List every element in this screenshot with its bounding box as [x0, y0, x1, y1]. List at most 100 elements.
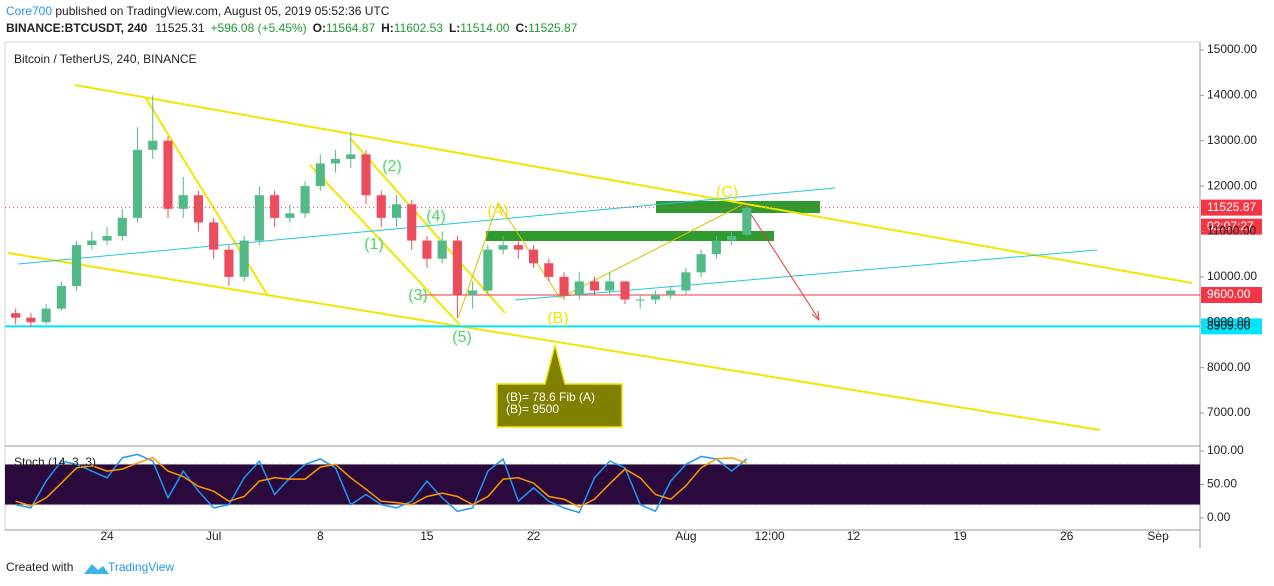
- candle-body: [163, 140, 173, 209]
- price-label: 9600.00: [1207, 287, 1251, 301]
- y-tick-label: 9000.00: [1207, 314, 1251, 328]
- candle-body: [483, 249, 493, 291]
- ohlc-label: O:: [313, 21, 326, 35]
- trend-line: [309, 164, 461, 326]
- x-tick-label: 22: [527, 529, 541, 543]
- wave-label: (2): [382, 158, 402, 175]
- candle-body: [72, 245, 82, 286]
- chart-title: Bitcoin / TetherUS, 240, BINANCE: [14, 52, 197, 66]
- candle-body: [727, 236, 737, 241]
- candle-body: [11, 313, 21, 318]
- symbol: BINANCE:BTCUSDT, 240: [6, 21, 148, 35]
- y-tick-label: 14000.00: [1207, 88, 1257, 102]
- y-tick-label: 13000.00: [1207, 133, 1257, 147]
- publisher[interactable]: Core700: [6, 4, 52, 18]
- countdown: 02:07:27: [1207, 219, 1254, 233]
- change: +596.08 (+5.45%): [211, 21, 307, 35]
- wave-label: (4): [426, 208, 446, 225]
- candle-body: [330, 158, 341, 164]
- wave-label: (B): [547, 310, 568, 327]
- candle-body: [696, 254, 706, 273]
- price-label-box: [1201, 318, 1262, 335]
- candle-body: [102, 236, 112, 241]
- candle-body: [498, 245, 508, 250]
- ohlc-value: 11602.53: [394, 21, 443, 35]
- candle-body: [650, 295, 661, 300]
- candle-body: [224, 249, 234, 277]
- y-tick-label: 11000.00: [1207, 224, 1256, 238]
- wave-label: (C): [716, 184, 738, 201]
- callout: (B)= 78.6 Fib (A) (B)= 9500: [496, 344, 623, 428]
- candle-body: [178, 195, 188, 209]
- candle-body: [589, 281, 600, 291]
- y-tick-label: 8000.00: [1207, 360, 1251, 374]
- projection-arrow: [744, 204, 819, 319]
- y-tick-label: 50.00: [1207, 477, 1237, 491]
- candle-body: [26, 317, 36, 323]
- stoch-line: [15, 456, 748, 509]
- price-label: 8909.00: [1207, 319, 1251, 333]
- arrow-head: [811, 310, 820, 322]
- ohlc-line: BINANCE:BTCUSDT, 240 11525.31 +596.08 (+5.…: [6, 21, 578, 35]
- x-tick-label: Jul: [206, 529, 221, 543]
- y-tick-label: 15000.00: [1207, 42, 1257, 56]
- candle-body: [148, 140, 158, 150]
- candle-body: [468, 290, 478, 296]
- candle-body: [376, 195, 386, 218]
- y-tick-label: 7000.00: [1207, 405, 1251, 419]
- stoch-line: [15, 453, 748, 514]
- x-tick-label: 19: [953, 529, 967, 543]
- candle-body: [635, 299, 645, 301]
- candle-body: [452, 240, 462, 296]
- candle-body: [620, 281, 630, 300]
- candle-body: [361, 154, 371, 196]
- y-tick-label: 10000.00: [1207, 269, 1257, 283]
- drawings: [7, 84, 1193, 431]
- logo: [84, 564, 109, 574]
- wave-label: (A): [487, 203, 508, 220]
- brand[interactable]: TradingView: [108, 560, 174, 574]
- ohlc-label: L:: [449, 21, 460, 35]
- candle-body: [270, 195, 280, 218]
- x-tick-label: 12: [847, 529, 861, 543]
- indicator-title: Stoch (14, 3, 3): [14, 455, 96, 469]
- y-tick-label: 100.00: [1207, 443, 1244, 457]
- candle-body: [346, 154, 356, 159]
- trend-line: [7, 252, 1101, 431]
- x-tick-label: 15: [420, 529, 434, 543]
- trend-line: [514, 249, 1098, 301]
- ohlc-value: 11564.87: [326, 21, 375, 35]
- candle-body: [254, 195, 264, 241]
- marks: 11525.87 02:07:27 9600.00 8909.00 (1) (2) (3) (…: [5, 95, 1262, 514]
- candle-body: [742, 207, 752, 235]
- candle-body: [407, 204, 417, 241]
- wave-label: (3): [408, 287, 428, 304]
- wave-label: (5): [452, 329, 472, 346]
- candle-body: [544, 263, 554, 277]
- price-label-box: [1201, 199, 1262, 216]
- wave-label: (1): [364, 236, 384, 253]
- candle-body: [56, 285, 66, 309]
- header: Core700 published on TradingView.com, Au…: [6, 4, 578, 35]
- candle-body: [513, 245, 523, 250]
- wave-path: [457, 201, 743, 319]
- candle-body: [132, 149, 143, 218]
- published: published on TradingView.com, August 05,…: [52, 4, 390, 18]
- y-tick-label: 12000.00: [1207, 178, 1257, 192]
- candle-body: [559, 276, 569, 296]
- publish-line: Core700 published on TradingView.com, Au…: [6, 4, 390, 18]
- x-tick-label: Sep: [1147, 529, 1169, 543]
- candle-body: [391, 204, 402, 218]
- zone: [486, 231, 774, 241]
- ohlc-value: 11514.00: [460, 21, 509, 35]
- last-price: 11525.31: [155, 21, 204, 35]
- candle-body: [239, 240, 249, 277]
- candle-body: [711, 240, 721, 255]
- candle-body: [117, 217, 127, 237]
- candle-body: [574, 281, 584, 296]
- price-label-box: [1201, 287, 1262, 304]
- y-tick-label: 0.00: [1207, 510, 1231, 524]
- trend-line: [74, 84, 1193, 284]
